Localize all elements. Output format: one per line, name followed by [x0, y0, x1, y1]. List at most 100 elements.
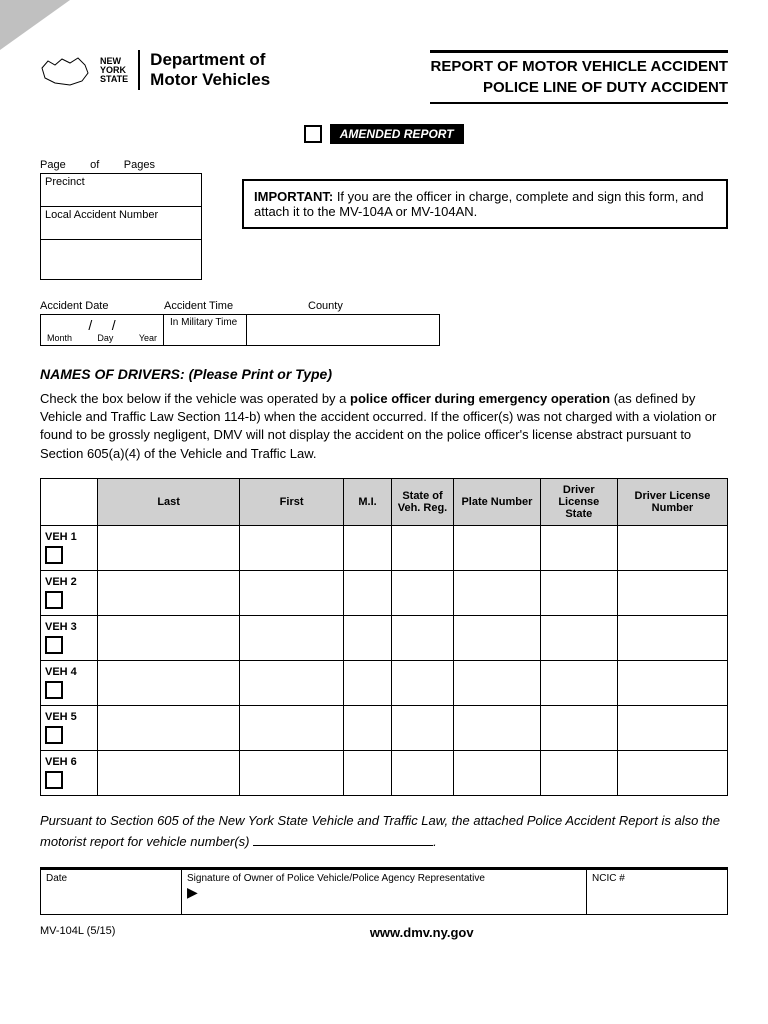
table-cell[interactable] — [239, 570, 343, 615]
table-header-row: LastFirstM.I.State of Veh. Reg.Plate Num… — [41, 478, 728, 525]
table-cell[interactable] — [617, 570, 727, 615]
table-cell[interactable] — [391, 705, 453, 750]
dept-line1: Department of — [150, 50, 270, 70]
table-cell[interactable] — [617, 750, 727, 795]
table-cell[interactable] — [239, 525, 343, 570]
footer: MV-104L (5/15) www.dmv.ny.gov — [40, 925, 728, 940]
table-row: VEH 1 — [41, 525, 728, 570]
important-notice: IMPORTANT: If you are the officer in cha… — [242, 179, 728, 229]
table-header-cell: M.I. — [344, 478, 392, 525]
table-cell[interactable] — [344, 660, 392, 705]
table-cell[interactable] — [391, 525, 453, 570]
blank-field[interactable] — [41, 240, 201, 279]
vehicle-checkbox[interactable] — [45, 681, 63, 699]
form-number: MV-104L (5/15) — [40, 925, 115, 940]
table-row: VEH 2 — [41, 570, 728, 615]
table-cell[interactable] — [454, 705, 541, 750]
precinct-group: Page of Pages Precinct Local Accident Nu… — [40, 159, 202, 280]
table-cell[interactable] — [239, 750, 343, 795]
table-cell[interactable] — [98, 570, 240, 615]
accident-time-field[interactable]: In Military Time — [164, 315, 247, 345]
table-cell[interactable] — [454, 615, 541, 660]
table-cell[interactable] — [617, 705, 727, 750]
table-cell[interactable] — [98, 615, 240, 660]
title-line2: POLICE LINE OF DUTY ACCIDENT — [430, 77, 728, 98]
table-cell[interactable] — [617, 615, 727, 660]
pursuant-statement: Pursuant to Section 605 of the New York … — [40, 811, 728, 853]
header: NEWYORKSTATE Department of Motor Vehicle… — [40, 50, 728, 104]
vehicle-checkbox[interactable] — [45, 636, 63, 654]
form-title: REPORT OF MOTOR VEHICLE ACCIDENT POLICE … — [430, 50, 728, 104]
vehicle-label-cell: VEH 5 — [41, 705, 98, 750]
table-header-cell: Last — [98, 478, 240, 525]
table-cell[interactable] — [540, 660, 617, 705]
table-cell[interactable] — [454, 750, 541, 795]
table-cell[interactable] — [540, 705, 617, 750]
table-cell[interactable] — [239, 660, 343, 705]
table-cell[interactable] — [540, 570, 617, 615]
vehicle-label-cell: VEH 4 — [41, 660, 98, 705]
date-field[interactable]: Date — [41, 869, 182, 915]
table-header-cell: State of Veh. Reg. — [391, 478, 453, 525]
accident-date-field[interactable]: / / MonthDayYear — [41, 315, 164, 345]
table-cell[interactable] — [540, 615, 617, 660]
table-cell[interactable] — [344, 705, 392, 750]
table-header-cell: First — [239, 478, 343, 525]
table-cell[interactable] — [454, 525, 541, 570]
precinct-field[interactable]: Precinct — [41, 174, 201, 207]
table-header-cell: Plate Number — [454, 478, 541, 525]
page: NEWYORKSTATE Department of Motor Vehicle… — [0, 0, 768, 1024]
dept-line2: Motor Vehicles — [150, 70, 270, 90]
table-cell[interactable] — [540, 750, 617, 795]
vehicle-checkbox[interactable] — [45, 771, 63, 789]
ncic-field[interactable]: NCIC # — [587, 869, 728, 915]
dept-name: Department of Motor Vehicles — [138, 50, 270, 90]
table-cell[interactable] — [344, 615, 392, 660]
date-time-group: Accident Date Accident Time County / / M… — [40, 300, 440, 346]
vehicle-checkbox[interactable] — [45, 591, 63, 609]
vehicle-numbers-blank[interactable] — [253, 845, 433, 846]
table-cell[interactable] — [98, 705, 240, 750]
precinct-box: Precinct Local Accident Number — [40, 173, 202, 280]
table-cell[interactable] — [391, 750, 453, 795]
signature-field[interactable]: Signature of Owner of Police Vehicle/Pol… — [182, 869, 587, 915]
table-row: VEH 6 — [41, 750, 728, 795]
amended-checkbox[interactable] — [304, 125, 322, 143]
table-row: VEH 4 — [41, 660, 728, 705]
vehicle-label-cell: VEH 3 — [41, 615, 98, 660]
table-cell[interactable] — [98, 750, 240, 795]
table-cell[interactable] — [454, 660, 541, 705]
drivers-table: LastFirstM.I.State of Veh. Reg.Plate Num… — [40, 478, 728, 796]
table-cell[interactable] — [344, 750, 392, 795]
footer-url: www.dmv.ny.gov — [370, 925, 474, 940]
table-cell[interactable] — [239, 615, 343, 660]
table-cell[interactable] — [617, 525, 727, 570]
table-cell[interactable] — [617, 660, 727, 705]
vehicle-checkbox[interactable] — [45, 726, 63, 744]
table-row: VEH 5 — [41, 705, 728, 750]
county-field[interactable] — [247, 315, 439, 345]
table-header-cell — [41, 478, 98, 525]
table-cell[interactable] — [540, 525, 617, 570]
table-cell[interactable] — [391, 615, 453, 660]
table-header-cell: Driver License State — [540, 478, 617, 525]
title-line1: REPORT OF MOTOR VEHICLE ACCIDENT — [430, 56, 728, 77]
table-cell[interactable] — [98, 525, 240, 570]
vehicle-checkbox[interactable] — [45, 546, 63, 564]
amended-row: AMENDED REPORT — [40, 124, 728, 144]
arrow-icon: ▶ — [187, 884, 198, 900]
vehicle-label-cell: VEH 2 — [41, 570, 98, 615]
table-cell[interactable] — [344, 570, 392, 615]
date-label: Accident Date — [40, 300, 164, 312]
table-cell[interactable] — [391, 570, 453, 615]
time-label: Accident Time — [164, 300, 248, 312]
table-cell[interactable] — [344, 525, 392, 570]
corner-decoration — [0, 0, 70, 50]
table-cell[interactable] — [239, 705, 343, 750]
state-label: NEWYORKSTATE — [100, 57, 128, 84]
table-cell[interactable] — [454, 570, 541, 615]
table-cell[interactable] — [98, 660, 240, 705]
table-cell[interactable] — [391, 660, 453, 705]
logo-block: NEWYORKSTATE Department of Motor Vehicle… — [40, 50, 270, 90]
local-accident-number-field[interactable]: Local Accident Number — [41, 207, 201, 240]
